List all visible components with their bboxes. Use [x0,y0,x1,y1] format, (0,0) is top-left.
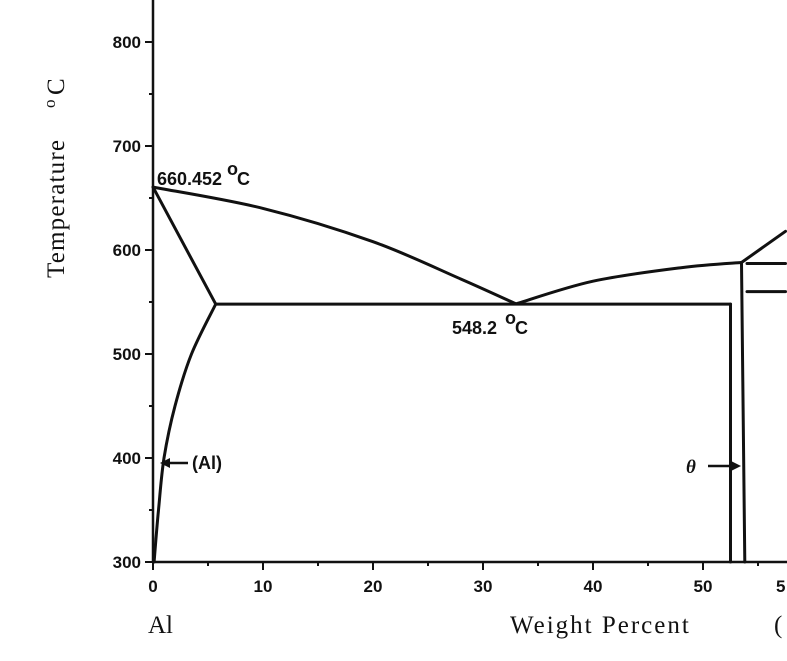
y-axis-unit: C [43,78,70,95]
x-tick-label-50: 50 [694,577,713,596]
eutectic-value: 548.2 [452,318,497,338]
upper-right-liquidus-line [740,229,787,264]
x-tick-label-0: 0 [148,577,157,596]
left-component-label: Al [148,612,173,639]
y-tick-label-300: 300 [113,553,141,572]
theta-phase-arrow-icon [731,461,741,471]
y-axis-title: Temperature o C [40,78,70,278]
y-tick-label-600: 600 [113,241,141,260]
al-solidus-line [151,185,218,306]
al-solvus-curve [152,302,218,564]
melting-point-degree: o [227,159,238,179]
al-phase-annotation: (Al) [160,453,222,473]
y-tick-label-700: 700 [113,137,141,156]
y-axis-unit-prefix: o [40,100,59,109]
x-axis-label: Weight Percent [510,612,691,639]
y-axis-ticks: 300 400 500 600 700 800 [113,33,153,572]
y-tick-label-800: 800 [113,33,141,52]
theta-right-boundary-line [740,261,747,564]
eutectic-unit: C [515,318,528,338]
x-tick-label-partial: 5 [776,577,785,596]
x-tick-label-10: 10 [254,577,273,596]
phase-boundaries [151,185,787,564]
melting-point-annotation: 660.452 o C [157,159,250,189]
y-tick-label-400: 400 [113,449,141,468]
melting-point-unit: C [237,169,250,189]
y-tick-label-500: 500 [113,345,141,364]
x-axis-ticks: 0 10 20 30 40 50 5 [148,562,785,596]
al-phase-label: (Al) [192,453,222,473]
al-phase-arrow-icon [160,458,170,468]
theta-phase-annotation: θ [686,457,741,478]
liquidus-al-side-curve [151,185,518,306]
x-axis-label-tail: ( [774,612,782,639]
eutectic-degree: o [505,308,516,328]
x-tick-label-40: 40 [584,577,603,596]
melting-point-value: 660.452 [157,169,222,189]
y-axis-label: Temperature [43,139,70,278]
eutectic-annotation: 548.2 o C [452,308,528,338]
x-tick-label-30: 30 [474,577,493,596]
liquidus-theta-side-curve [514,261,743,306]
theta-phase-label: θ [686,457,696,478]
x-tick-label-20: 20 [364,577,383,596]
